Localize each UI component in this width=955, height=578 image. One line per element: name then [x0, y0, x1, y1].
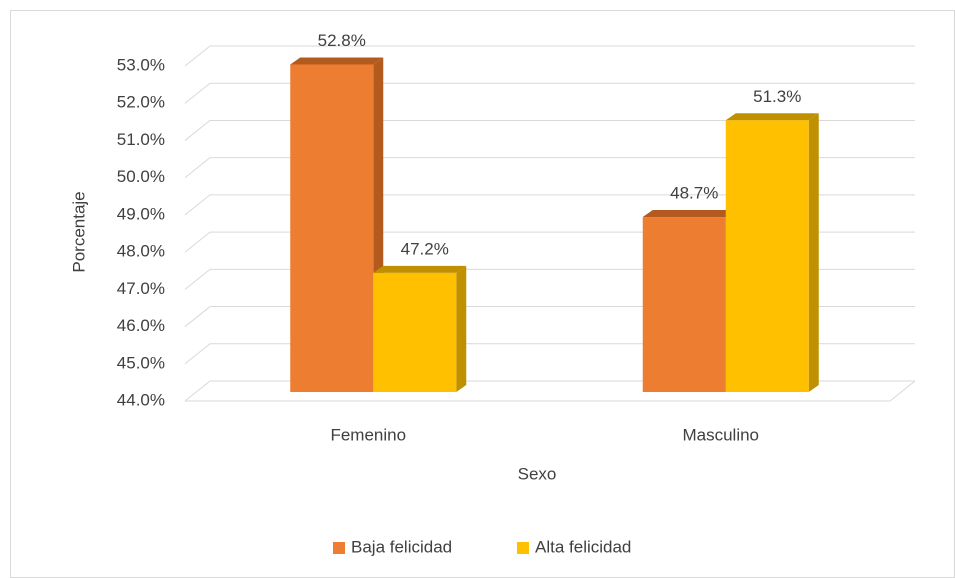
- y-tick-label: 47.0%: [117, 279, 165, 298]
- y-tick-label: 52.0%: [117, 93, 165, 112]
- bar-top: [642, 210, 736, 218]
- bar: [725, 120, 809, 393]
- y-tick-label: 51.0%: [117, 130, 165, 149]
- y-tick-label: 49.0%: [117, 204, 165, 223]
- y-tick-label: 44.0%: [117, 390, 165, 409]
- floor-right: [889, 380, 916, 402]
- grid-side: [184, 157, 211, 179]
- legend-swatch: [517, 542, 529, 554]
- y-tick-label: 50.0%: [117, 167, 165, 186]
- grid-side: [184, 231, 211, 253]
- grid-side: [184, 306, 211, 327]
- grid-side: [184, 268, 211, 290]
- legend-swatch: [333, 542, 345, 554]
- grid-side: [184, 120, 211, 141]
- grid-side: [184, 380, 211, 402]
- legend-label: Baja felicidad: [351, 537, 452, 556]
- grid-side: [184, 82, 211, 104]
- data-label: 48.7%: [670, 184, 718, 203]
- bar: [642, 217, 726, 392]
- bar: [290, 64, 374, 392]
- grid-side: [184, 45, 211, 67]
- bar-top: [373, 265, 467, 273]
- bar-top: [725, 113, 819, 121]
- y-tick-label: 53.0%: [117, 55, 165, 74]
- data-label: 47.2%: [401, 239, 449, 258]
- y-tick-label: 46.0%: [117, 316, 165, 335]
- x-tick-label: Masculino: [682, 425, 759, 444]
- y-tick-label: 48.0%: [117, 242, 165, 261]
- legend-label: Alta felicidad: [535, 537, 631, 556]
- data-label: 51.3%: [753, 87, 801, 106]
- x-tick-label: Femenino: [330, 425, 406, 444]
- x-axis-title: Sexo: [518, 464, 557, 483]
- bar-side: [808, 113, 819, 393]
- data-label: 52.8%: [318, 31, 366, 50]
- bar: [373, 272, 457, 392]
- bar-top: [290, 57, 384, 65]
- grid-side: [184, 343, 211, 365]
- grid-side: [184, 194, 211, 216]
- y-axis-title: Porcentaje: [69, 191, 88, 272]
- y-tick-label: 45.0%: [117, 353, 165, 372]
- bar-side: [456, 265, 467, 392]
